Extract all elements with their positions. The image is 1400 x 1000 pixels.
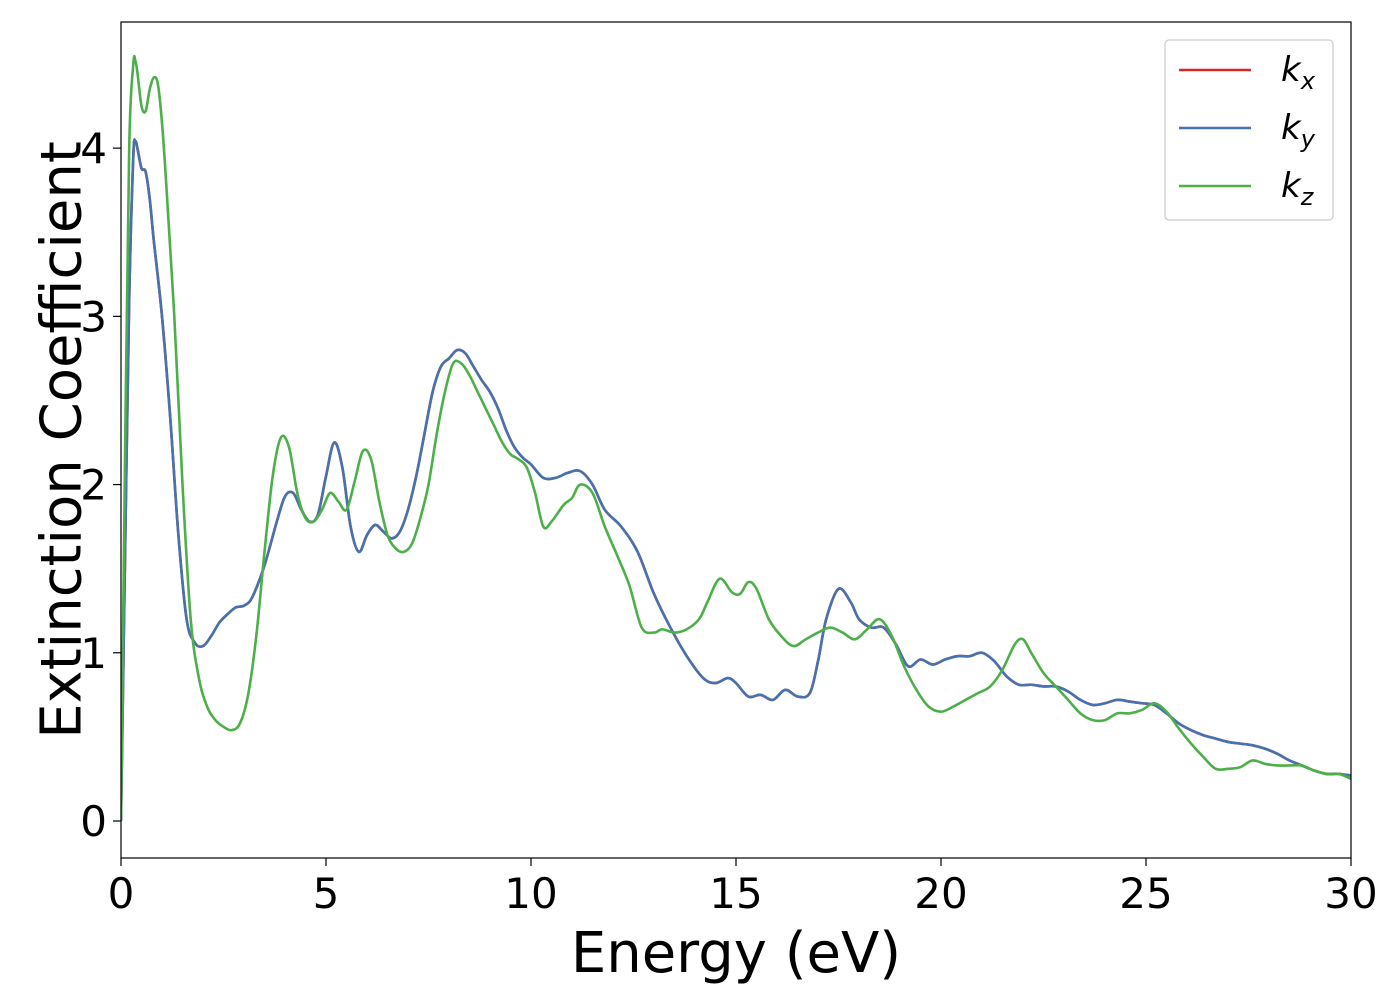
- y-axis-label: Extinction Coefficient: [30, 141, 95, 739]
- series-line-k-x: [121, 138, 1351, 822]
- y-tick-label: 3: [80, 292, 107, 341]
- x-tick-label: 30: [1324, 869, 1377, 918]
- legend-label-subscript: x: [1300, 67, 1316, 95]
- y-tick-label: 2: [80, 461, 107, 510]
- x-tick-label: 10: [504, 869, 557, 918]
- legend-label-main: k: [1281, 166, 1302, 206]
- legend-label-main: k: [1281, 50, 1302, 90]
- x-tick-label: 0: [108, 869, 135, 918]
- legend-label-main: k: [1281, 108, 1302, 148]
- legend-box: [1164, 39, 1334, 221]
- ticks-layer: 0 5 10 15 20 25 30 0 1 2 3 4: [80, 124, 1377, 918]
- y-tick-label: 1: [80, 629, 107, 678]
- y-tick-label: 4: [80, 124, 107, 173]
- series-line-k-y: [121, 138, 1351, 822]
- x-tick-label: 20: [914, 869, 967, 918]
- legend-label-subscript: y: [1300, 125, 1316, 153]
- legend-label-k-z: kz: [1281, 166, 1315, 211]
- x-tick-label: 15: [709, 869, 762, 918]
- legend-label-subscript: z: [1300, 183, 1315, 211]
- legend-label-k-y: ky: [1281, 108, 1316, 153]
- y-tick-label: 0: [80, 797, 107, 846]
- x-tick-label: 5: [313, 869, 340, 918]
- series-line-k-z: [121, 54, 1351, 822]
- series-layer: [121, 54, 1351, 822]
- legend-label-k-x: kx: [1281, 50, 1316, 95]
- x-axis-label: Energy (eV): [571, 921, 901, 986]
- x-tick-label: 25: [1119, 869, 1172, 918]
